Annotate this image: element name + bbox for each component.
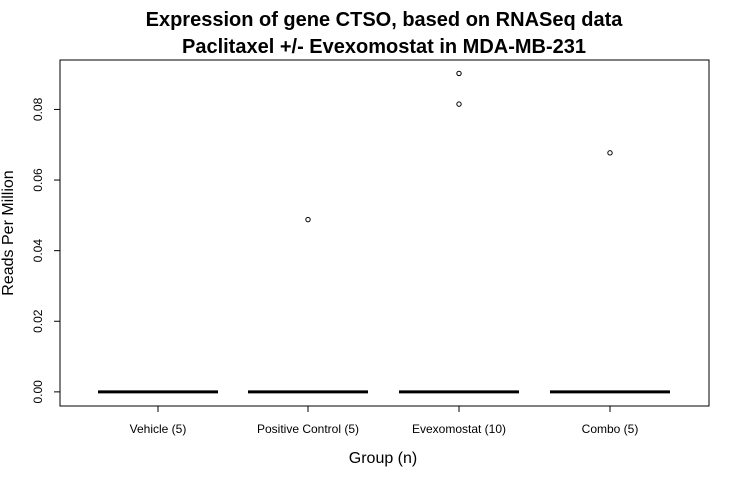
x-tick-label: Positive Control (5) (257, 422, 359, 436)
x-axis-label: Group (n) (349, 450, 417, 467)
outlier-point (456, 101, 462, 107)
y-tick-label: 0.00 (31, 380, 45, 404)
x-axis: Vehicle (5) Positive Control (5) Evexomost… (130, 406, 639, 436)
plot-frame (59, 59, 710, 407)
y-axis-label: Reads Per Million (0, 170, 17, 295)
y-axis: 0.00 0.02 0.04 0.06 0.08 (31, 97, 60, 404)
y-tick-label: 0.06 (31, 168, 45, 192)
chart-title: Expression of gene CTSO, based on RNASeq… (146, 9, 624, 31)
outlier-point (456, 70, 462, 77)
y-tick-label: 0.08 (31, 97, 45, 121)
y-tick-label: 0.02 (31, 309, 45, 333)
x-tick-label: Evexomostat (10) (412, 422, 506, 436)
y-tick-label: 0.04 (31, 239, 45, 263)
outlier-point (305, 216, 311, 223)
chart-subtitle: Paclitaxel +/- Evexomostat in MDA-MB-231 (182, 36, 586, 58)
x-tick-label: Combo (5) (582, 422, 639, 436)
x-tick-label: Vehicle (5) (130, 422, 187, 436)
outlier-point (607, 150, 613, 156)
boxes-layer (98, 70, 670, 394)
